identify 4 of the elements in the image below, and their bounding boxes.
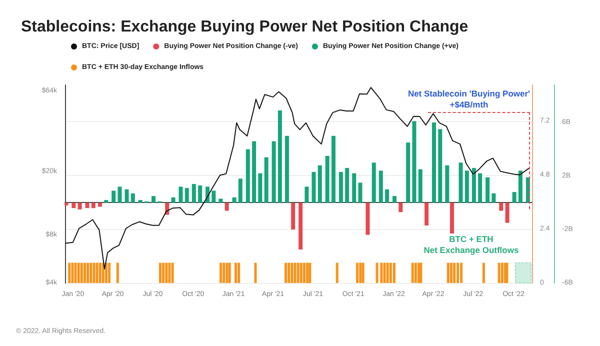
line-series [64, 87, 530, 270]
chart-title: Stablecoins: Exchange Buying Power Net Position Change [21, 18, 468, 36]
annotation: Net Stablecoin 'Buying Power' +$4B/mth [408, 88, 530, 110]
band-label: BTC + ETH Net Exchange Outflows [424, 234, 519, 255]
